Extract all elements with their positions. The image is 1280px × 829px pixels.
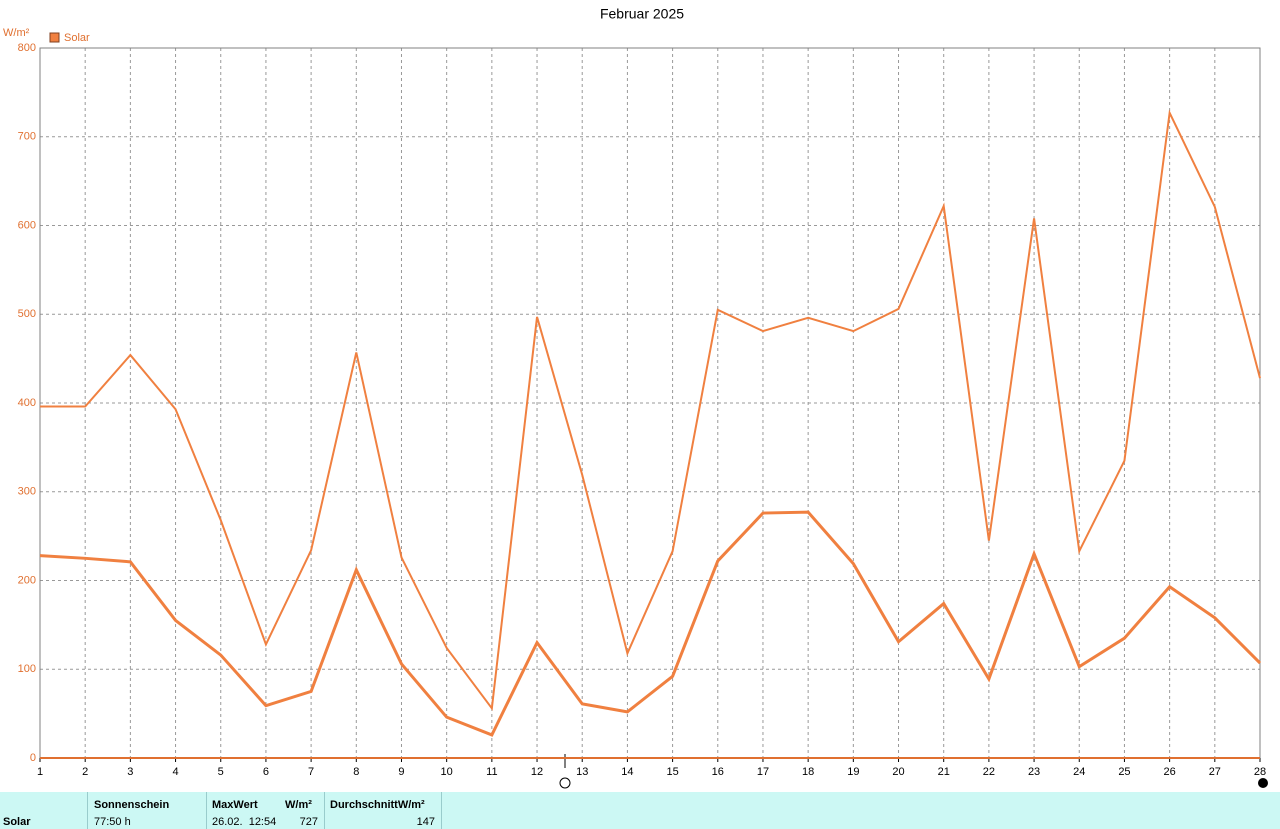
x-tick-label: 25 bbox=[1118, 766, 1130, 778]
x-tick-label: 8 bbox=[353, 766, 359, 778]
y-tick-label: 700 bbox=[18, 131, 36, 143]
marker-icon bbox=[1258, 778, 1268, 788]
x-tick-label: 10 bbox=[441, 766, 453, 778]
marker-icon bbox=[559, 777, 571, 789]
summary-table: Sonnenschein MaxWert W/m² DurchschnittW/… bbox=[0, 792, 1280, 829]
x-tick-label: 20 bbox=[892, 766, 904, 778]
y-tick-label: 800 bbox=[18, 42, 36, 54]
x-tick-label: 26 bbox=[1164, 766, 1176, 778]
x-tick-label: 22 bbox=[983, 766, 995, 778]
y-tick-label: 100 bbox=[18, 663, 36, 675]
x-tick-label: 7 bbox=[308, 766, 314, 778]
header-cell: Sonnenschein bbox=[94, 799, 170, 811]
x-tick-label: 28 bbox=[1254, 766, 1266, 778]
x-tick-label: 3 bbox=[127, 766, 133, 778]
data-line bbox=[39, 510, 1262, 737]
chart-title: Februar 2025 bbox=[600, 6, 684, 22]
x-tick-label: 5 bbox=[218, 766, 224, 778]
y-tick-label: 200 bbox=[18, 574, 36, 586]
cell: 147 bbox=[416, 816, 435, 828]
x-tick-label: 21 bbox=[938, 766, 950, 778]
y-tick-label: 300 bbox=[18, 486, 36, 498]
row-label: Solar bbox=[3, 816, 31, 828]
x-tick-label: 18 bbox=[802, 766, 814, 778]
cell: 727 bbox=[299, 816, 318, 828]
y-tick-label: 400 bbox=[18, 397, 36, 409]
x-tick-label: 12 bbox=[531, 766, 543, 778]
x-tick-label: 27 bbox=[1209, 766, 1221, 778]
x-tick-label: 24 bbox=[1073, 766, 1085, 778]
x-tick-label: 9 bbox=[398, 766, 404, 778]
x-tick-label: 6 bbox=[263, 766, 269, 778]
header-cell: MaxWert bbox=[212, 799, 258, 811]
x-tick-label: 2 bbox=[82, 766, 88, 778]
x-tick-label: 23 bbox=[1028, 766, 1040, 778]
header-cell: DurchschnittW/m² bbox=[330, 799, 425, 811]
x-tick-label: 4 bbox=[172, 766, 178, 778]
chart: Februar 2025 W/m² Solar 0 100 200 300 400 500… bbox=[3, 6, 1268, 789]
header-cell: W/m² bbox=[285, 799, 312, 811]
y-axis-label: W/m² bbox=[3, 27, 30, 39]
x-tick-label: 11 bbox=[486, 766, 497, 778]
x-tick-label: 16 bbox=[712, 766, 724, 778]
x-tick-label: 14 bbox=[621, 766, 633, 778]
legend-label: Solar bbox=[64, 32, 90, 44]
y-tick-label: 0 bbox=[30, 752, 36, 764]
x-tick-label: 19 bbox=[847, 766, 859, 778]
x-tick-label: 17 bbox=[757, 766, 769, 778]
x-tick-label: 1 bbox=[37, 766, 43, 778]
cell: 77:50 h bbox=[94, 816, 131, 828]
y-tick-label: 600 bbox=[18, 219, 36, 231]
data-line bbox=[40, 109, 1261, 711]
y-tick-label: 500 bbox=[18, 308, 36, 320]
x-tick-label: 15 bbox=[666, 766, 678, 778]
x-tick-label: 13 bbox=[576, 766, 588, 778]
cell: 26.02. 12:54 bbox=[212, 816, 277, 828]
legend-swatch bbox=[49, 32, 60, 43]
